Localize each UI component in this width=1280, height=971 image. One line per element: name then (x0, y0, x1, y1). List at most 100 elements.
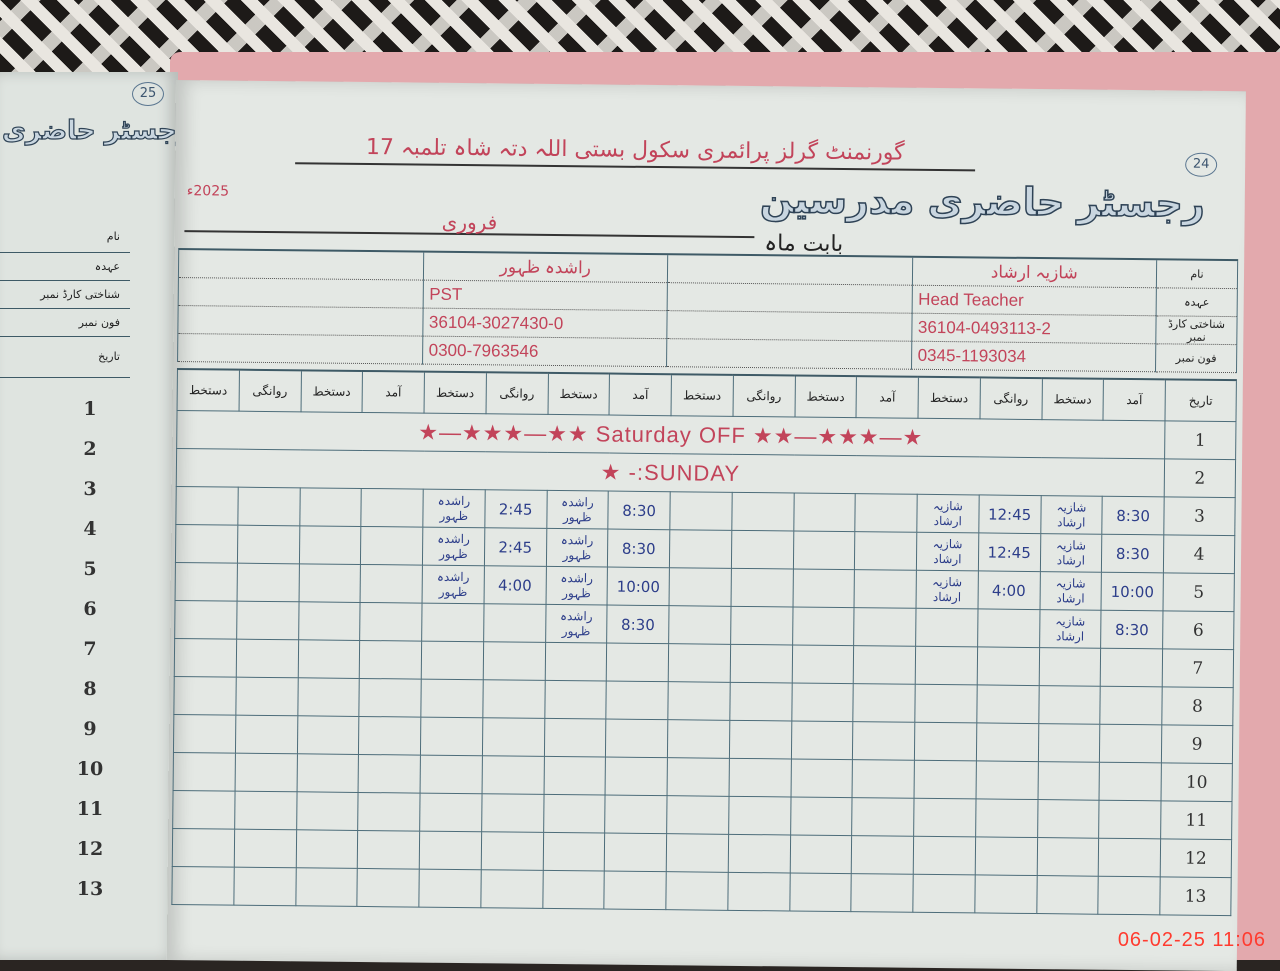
signature-cell (543, 718, 607, 758)
label-name: نام (1156, 260, 1238, 289)
column-header: آمد (362, 370, 425, 414)
signature-cell (668, 605, 731, 645)
departure-time-cell (481, 793, 544, 833)
signature-cell (172, 828, 235, 868)
left-page-title: رجسٹر حاضری (1, 115, 192, 146)
arrival-time-cell (605, 757, 668, 796)
signature-cell (667, 757, 730, 797)
signature-cell (298, 601, 361, 641)
departure-time-cell (728, 758, 791, 797)
signature-cell (914, 722, 977, 761)
signature-cell: شازیہ ارشاد (916, 570, 979, 609)
arrival-time-cell (1100, 686, 1163, 725)
departure-time-cell (482, 679, 545, 719)
signature-cell (669, 529, 732, 569)
departure-time-cell (974, 874, 1037, 914)
arrival-time-cell (851, 797, 915, 837)
signature-cell (1038, 647, 1101, 687)
left-date-6: 6 (83, 598, 97, 620)
column-header: دستخط (547, 372, 610, 416)
signature-cell: راشدہ ظہور (545, 604, 608, 644)
teacher-cnic: 36104-3027430-0 (422, 308, 668, 339)
departure-time-cell (235, 639, 299, 678)
arrival-time-cell (855, 493, 918, 533)
label-name: نام (0, 222, 130, 253)
label-phone: فون نمبر (1155, 343, 1237, 373)
arrival-time-cell (851, 873, 914, 913)
camera-timestamp: 06-02-25 11:06 (1117, 929, 1266, 951)
arrival-time-cell: 10:00 (1101, 572, 1164, 611)
departure-time-cell (727, 872, 790, 911)
signature-cell (789, 872, 852, 912)
signature-cell (175, 486, 238, 526)
departure-time-cell: 2:45 (484, 527, 547, 567)
column-header: دستخط (424, 371, 487, 414)
school-name: گورنمنٹ گرلز پرائمری سکول بستی اللہ دتہ … (295, 135, 976, 172)
signature-cell (419, 793, 482, 832)
arrival-time-cell (605, 719, 668, 758)
signature-cell (1037, 761, 1100, 801)
arrival-time-cell (1098, 876, 1161, 915)
departure-time-cell (976, 722, 1039, 762)
arrival-time-cell (604, 795, 668, 834)
departure-time-cell (729, 682, 792, 721)
signature-cell: شازیہ ارشاد (1039, 533, 1103, 573)
teacher-name (178, 250, 424, 281)
signature-cell (298, 525, 362, 565)
signature-cell (789, 834, 852, 874)
arrival-time-cell: 10:00 (607, 567, 670, 606)
arrival-time-cell (1099, 762, 1162, 801)
signature-cell (173, 676, 236, 716)
signature-cell (173, 714, 236, 754)
label-cnic: شناختی کارڈ نمبر (1155, 315, 1238, 345)
departure-time-cell (233, 867, 296, 906)
teacher-phone (666, 338, 912, 370)
teacher-info-block: نام شازیہ ارشاد راشدہ ظہور عہدہ Head Teacher… (177, 248, 1239, 374)
signature-cell (915, 646, 978, 685)
left-date-3: 3 (83, 478, 97, 500)
signature-cell (666, 795, 729, 835)
left-row-labels: نام عہدہ شناختی کارڈ نمبر فون نمبر تاریخ (0, 222, 130, 378)
teacher-name: شازیہ ارشاد (911, 257, 1157, 288)
signature-cell (543, 794, 606, 834)
signature-cell (669, 491, 732, 531)
signature-cell (173, 752, 236, 792)
signature-cell (668, 643, 731, 683)
teacher-designation: Head Teacher (911, 285, 1157, 316)
signature-cell (669, 567, 732, 607)
departure-time-cell (728, 796, 791, 835)
arrival-time-cell: 8:30 (1101, 534, 1164, 573)
departure-time-cell (482, 641, 546, 681)
arrival-time-cell (1099, 724, 1162, 763)
arrival-time-cell (1098, 800, 1162, 839)
left-page: 25 رجسٹر حاضری نام عہدہ شناختی کارڈ نمبر… (0, 72, 192, 960)
date-cell: 5 (1162, 572, 1235, 612)
signature-cell (543, 756, 606, 796)
signature-cell (174, 638, 237, 678)
signature-cell: راشدہ ظہور (546, 490, 609, 530)
arrival-time-cell (358, 716, 421, 756)
signature-cell (420, 755, 483, 794)
column-header: روانگی (238, 369, 301, 412)
teacher-designation: PST (422, 280, 668, 311)
arrival-time-cell (359, 678, 422, 718)
signature-cell: راشدہ ظہور (422, 489, 485, 528)
signature-cell (544, 680, 607, 720)
teacher-designation (667, 282, 912, 314)
signature-cell (175, 562, 238, 602)
departure-time-cell (234, 829, 297, 868)
departure-time-cell (730, 606, 793, 645)
teacher-cnic: 36104-0493113-2 (911, 313, 1157, 344)
signature-cell (790, 758, 853, 798)
arrival-time-cell: 8:30 (1102, 496, 1165, 535)
arrival-time-cell (357, 792, 421, 832)
right-page-number: 24 (1185, 152, 1218, 177)
signature-cell (793, 492, 856, 532)
signature-cell (172, 790, 235, 830)
signature-cell (790, 720, 854, 760)
arrival-time-cell (357, 868, 420, 908)
signature-cell (792, 568, 855, 608)
arrival-time-cell (604, 871, 667, 910)
signature-cell (296, 791, 359, 831)
arrival-time-cell (854, 531, 917, 571)
